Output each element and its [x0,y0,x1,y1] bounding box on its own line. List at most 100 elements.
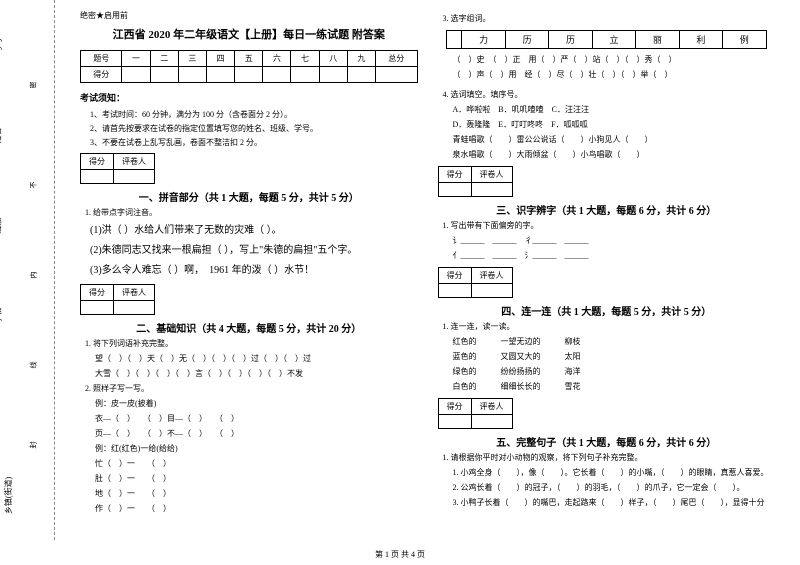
table-row: 得分 [81,67,418,83]
question-line: 肚（ ）一 （ ） [95,473,418,485]
cell: 六 [263,51,291,67]
char-table: 力 历 历 立 丽 利 例 [446,30,767,49]
content-columns: 绝密★启用前 江西省 2020 年二年级语文【上册】每日一练试题 附答案 题号 … [55,0,800,540]
cell: 九 [347,51,375,67]
cell: 历 [505,31,548,49]
cell: 评卷人 [114,285,155,301]
binding-label-id: 考号 [0,38,4,54]
text: 纷纷扬扬的 [501,367,541,376]
cell: 得分 [81,67,122,83]
cell: 得分 [438,268,471,284]
pair-row: 绿色的 纷纷扬扬的 海洋 [453,366,776,378]
table-row: 题号 一 二 三 四 五 六 七 八 九 总分 [81,51,418,67]
question: 3. 选字组词。 [443,13,776,25]
question-line: 作（ ）一 （ ） [95,503,418,515]
score-box: 得分评卷人 [438,166,513,197]
question: 1. 连一连，读一读。 [443,321,776,333]
example: 例：皮一皮(披着) [95,398,418,410]
question-line: 泉水唱歌（ ）大雨倾盆（ ）小鸟唱歌（ ） [453,149,776,161]
cell: 得分 [438,399,471,415]
section-title: 五、完整句子（共 1 大题，每题 6 分，共计 6 分） [438,434,776,449]
text: 雪花 [565,382,581,391]
cell: 得分 [438,167,471,183]
binding-margin: 考号 姓名 班级 学校 乡镇(街道) 密 不 内 线 封 [0,0,55,540]
text: ）水给人们带来了无数的灾难（ [124,225,264,236]
binding-char: 线 [29,362,39,369]
page-container: 考号 姓名 班级 学校 乡镇(街道) 密 不 内 线 封 绝密★启用前 江西省 … [0,0,800,540]
text: (2)朱德同志又找来一根扁担（ [90,245,222,256]
score-box: 得分评卷人 [80,153,155,184]
cell: 评卷人 [114,154,155,170]
cell: 例 [723,31,767,49]
question-line: (3)多么令人难忘（ ）啊， 1961 年的泼（ ）水节！ [90,263,418,279]
question-line: 衣—（ ） （ ）目—（ ） （ ） [95,413,418,425]
question: 1. 写出带有下面偏旁的字。 [443,220,776,232]
cell: 四 [206,51,234,67]
score-box: 得分评卷人 [80,284,155,315]
cell: 得分 [81,285,114,301]
binding-label-town: 乡镇(街道) [3,477,14,514]
question: 1. 将下列词语补充完整。 [85,338,418,350]
cell: 八 [319,51,347,67]
table-row: 力 历 历 立 丽 利 例 [446,31,766,49]
cell: 一 [122,51,150,67]
cell: 五 [235,51,263,67]
cell: 总分 [375,51,417,67]
question-line: 望（ ）（ ）天（ ）无（ ）（ ）（ ）过（ ）（ ）过 [95,353,418,365]
cell: 二 [150,51,178,67]
question-line: （ ）史 （ ）正 用（ ）严（ ）站（ ）（ ）秀（ ） [453,54,776,66]
section-title: 三、识字辨字（共 1 大题，每题 6 分，共计 6 分） [438,202,776,217]
score-box: 得分评卷人 [438,398,513,429]
binding-label-school: 学校 [0,308,4,324]
binding-char: 不 [29,182,39,189]
text: 又圆又大的 [501,352,541,361]
binding-char: 密 [29,82,39,89]
section-title: 二、基础知识（共 4 大题，每题 5 分，共计 20 分） [80,320,418,335]
pair-row: 白色的 细细长长的 雪花 [453,381,776,393]
question-line: （ ）声（ ）用 经（ ）尽（ ）壮（ ）（ ）举（ ） [453,69,776,81]
text: 细细长长的 [501,382,541,391]
text: (1)洪（ [90,225,122,236]
question-line: 地（ ）一 （ ） [95,488,418,500]
cell: 立 [592,31,635,49]
text: (3)多么令人难忘（ [90,265,172,276]
binding-label-class: 班级 [0,218,4,234]
question-line: 2. 公鸡长着（ ）的冠子，（ ）的羽毛，（ ）的爪子，它一定会（ ）。 [453,482,776,494]
question: 1. 请根据你平时对小动物的观察，将下列句子补充完整。 [443,452,776,464]
options: D．轰隆隆 E．叮叮咚咚 F．呱呱呱 [453,119,776,131]
notice-title: 考试须知： [80,91,418,104]
text: 白色的 [453,382,477,391]
cell: 得分 [81,154,114,170]
pair-row: 蓝色的 又圆又大的 太阳 [453,351,776,363]
text: ）。 [267,225,282,236]
question-line: (2)朱德同志又找来一根扁担（ ），写上"朱德的扁担"五个字。 [90,243,418,259]
secret-label: 绝密★启用前 [80,10,418,21]
cell: 利 [679,31,722,49]
question-line: 亻______ ______ 氵______ ______ [453,250,776,262]
cell: 七 [291,51,319,67]
section-title: 四、连一连（共 1 大题，每题 5 分，共计 5 分） [438,303,776,318]
question-line: (1)洪（ ）水给人们带来了无数的灾难（ ）。 [90,223,418,239]
right-column: 3. 选字组词。 力 历 历 立 丽 利 例 （ ）史 （ ）正 用（ ）严（ … [428,10,786,535]
binding-label-name: 姓名 [0,128,4,144]
text: ），写上"朱德的扁担"五个字。 [224,245,357,256]
question-line: 页—（ ） （ ）不—（ ） （ ） [95,428,418,440]
cell: 历 [549,31,592,49]
binding-char: 内 [29,272,39,279]
text: 柳枝 [565,337,581,346]
question: 4. 选词填空。填序号。 [443,89,776,101]
section-title: 一、拼音部分（共 1 大题，每题 5 分，共计 5 分） [80,189,418,204]
notice-item: 3、不要在试卷上乱写乱画，卷面不整洁扣 2 分。 [90,137,418,148]
score-table: 题号 一 二 三 四 五 六 七 八 九 总分 得分 [80,50,418,83]
question: 2. 照样子写一写。 [85,383,418,395]
question-line: 3. 小鸭子长着（ ）的嘴巴，走起路来（ ）样子，（ ）尾巴（ ），显得十分 [453,497,776,509]
question-line: 忙（ ）一 （ ） [95,458,418,470]
text: ）水节！ [274,265,314,276]
question-line: 讠______ ______ 彳______ ______ [453,235,776,247]
text: 蓝色的 [453,352,477,361]
cell: 评卷人 [471,399,512,415]
page-footer: 第 1 页 共 4 页 [0,549,800,560]
pair-row: 红色的 一望无边的 柳枝 [453,336,776,348]
cell: 评卷人 [471,268,512,284]
text: 太阳 [565,352,581,361]
